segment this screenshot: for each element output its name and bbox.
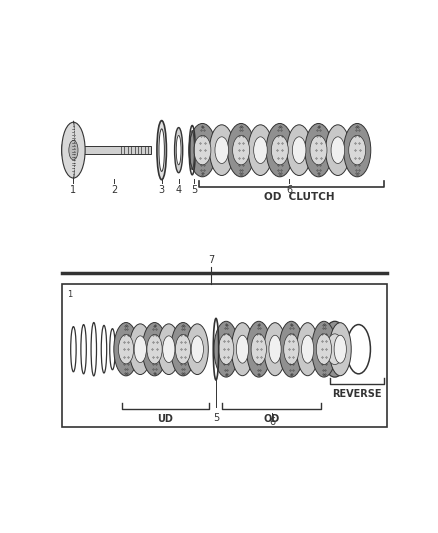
Ellipse shape — [176, 135, 181, 165]
Ellipse shape — [186, 324, 208, 375]
Ellipse shape — [134, 336, 146, 362]
Ellipse shape — [321, 321, 348, 377]
Ellipse shape — [175, 127, 183, 173]
Ellipse shape — [251, 334, 266, 365]
Ellipse shape — [254, 137, 267, 164]
Ellipse shape — [129, 324, 151, 375]
Text: 5: 5 — [191, 185, 197, 195]
Ellipse shape — [114, 322, 138, 376]
Ellipse shape — [227, 124, 254, 177]
Ellipse shape — [284, 334, 299, 365]
Ellipse shape — [271, 135, 288, 165]
Text: 6: 6 — [269, 417, 275, 427]
Ellipse shape — [297, 322, 318, 376]
Text: 7: 7 — [208, 255, 214, 265]
Ellipse shape — [326, 334, 343, 365]
Ellipse shape — [118, 335, 134, 364]
Ellipse shape — [159, 129, 164, 172]
Ellipse shape — [176, 335, 191, 364]
Ellipse shape — [264, 322, 286, 376]
Text: 6: 6 — [286, 185, 292, 195]
Ellipse shape — [287, 125, 311, 175]
Ellipse shape — [301, 335, 314, 363]
Ellipse shape — [209, 125, 234, 175]
Ellipse shape — [349, 135, 366, 165]
Ellipse shape — [215, 137, 229, 164]
Text: 4: 4 — [176, 185, 182, 195]
Ellipse shape — [293, 137, 306, 164]
Ellipse shape — [233, 135, 250, 165]
Ellipse shape — [189, 124, 216, 177]
Ellipse shape — [158, 324, 180, 375]
Ellipse shape — [62, 122, 85, 178]
Ellipse shape — [231, 322, 254, 376]
Ellipse shape — [214, 321, 238, 377]
Text: OD  CLUTCH: OD CLUTCH — [264, 192, 335, 202]
Ellipse shape — [325, 125, 350, 175]
Text: 1: 1 — [71, 185, 77, 195]
Ellipse shape — [237, 335, 249, 363]
Ellipse shape — [310, 135, 327, 165]
Text: 2: 2 — [111, 185, 117, 195]
Text: 1: 1 — [67, 290, 72, 298]
Ellipse shape — [312, 321, 336, 377]
Ellipse shape — [269, 335, 281, 363]
Ellipse shape — [266, 124, 293, 177]
Text: 3: 3 — [159, 185, 165, 195]
Text: OD: OD — [264, 414, 280, 424]
Text: UD: UD — [157, 414, 173, 424]
Ellipse shape — [248, 125, 273, 175]
Ellipse shape — [171, 322, 195, 376]
Ellipse shape — [331, 137, 345, 164]
Ellipse shape — [69, 140, 78, 160]
Ellipse shape — [219, 334, 234, 365]
Ellipse shape — [316, 334, 332, 365]
Text: 5: 5 — [213, 413, 219, 423]
Bar — [61, 284, 387, 427]
Ellipse shape — [279, 321, 304, 377]
Ellipse shape — [329, 322, 351, 376]
Ellipse shape — [142, 322, 167, 376]
Ellipse shape — [305, 124, 332, 177]
Bar — [84, 147, 152, 154]
Ellipse shape — [247, 321, 271, 377]
Ellipse shape — [162, 336, 175, 362]
Text: REVERSE: REVERSE — [332, 389, 381, 399]
Ellipse shape — [194, 135, 211, 165]
Ellipse shape — [157, 120, 166, 180]
Ellipse shape — [61, 142, 66, 158]
Ellipse shape — [147, 335, 162, 364]
Ellipse shape — [344, 124, 371, 177]
Ellipse shape — [334, 335, 346, 363]
Ellipse shape — [191, 336, 203, 362]
